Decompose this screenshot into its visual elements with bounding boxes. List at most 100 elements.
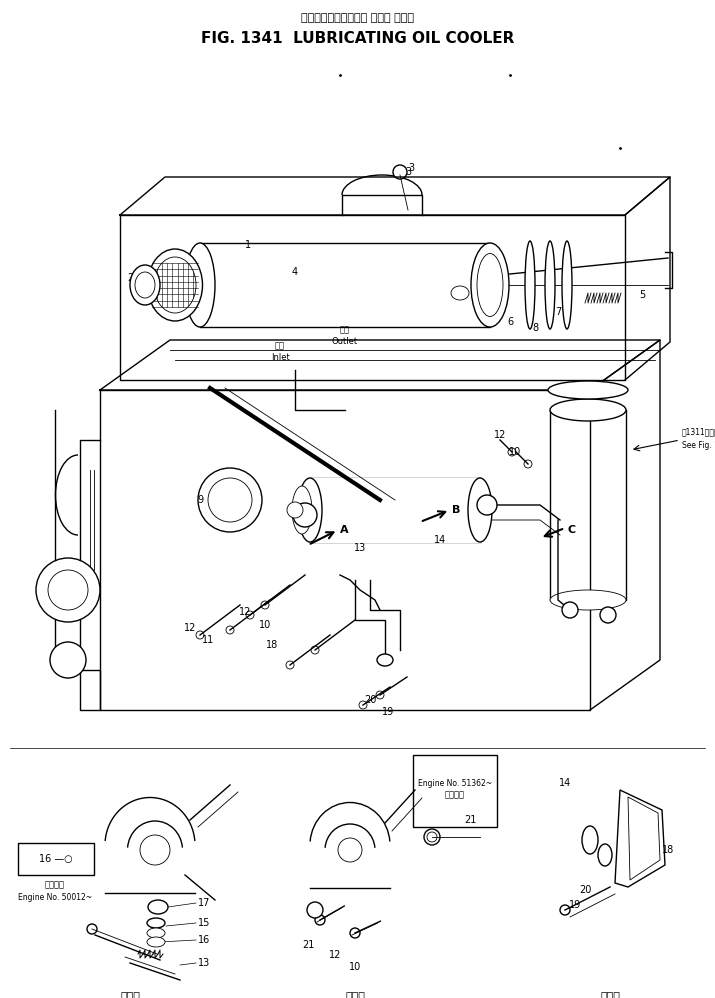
Bar — [310, 478, 480, 542]
Text: 12: 12 — [184, 623, 196, 633]
Circle shape — [48, 570, 88, 610]
Text: 第1311図参照: 第1311図参照 — [682, 427, 715, 436]
Text: 3: 3 — [405, 167, 411, 177]
Ellipse shape — [185, 243, 215, 327]
Circle shape — [560, 905, 570, 915]
Ellipse shape — [135, 272, 155, 298]
Ellipse shape — [468, 478, 492, 542]
Text: 19: 19 — [569, 900, 581, 910]
Ellipse shape — [298, 478, 322, 542]
Circle shape — [524, 460, 532, 468]
Text: 入口: 入口 — [275, 341, 285, 350]
Circle shape — [315, 915, 325, 925]
Text: 10: 10 — [349, 962, 361, 972]
Text: 4: 4 — [292, 267, 298, 277]
Circle shape — [307, 902, 323, 918]
Ellipse shape — [525, 241, 535, 329]
Ellipse shape — [550, 399, 626, 421]
Circle shape — [246, 611, 254, 619]
Circle shape — [376, 691, 384, 699]
Ellipse shape — [471, 243, 509, 327]
Circle shape — [359, 701, 367, 709]
Polygon shape — [615, 790, 665, 887]
Text: 19: 19 — [382, 707, 394, 717]
Text: 13: 13 — [354, 543, 366, 553]
Circle shape — [36, 558, 100, 622]
Text: See Fig. 1311: See Fig. 1311 — [682, 440, 715, 449]
Circle shape — [208, 478, 252, 522]
Text: 適用番号: 適用番号 — [45, 880, 65, 889]
Text: 10: 10 — [509, 447, 521, 457]
Circle shape — [427, 832, 437, 842]
Text: 13: 13 — [198, 958, 210, 968]
Ellipse shape — [154, 257, 196, 313]
Text: 20: 20 — [364, 695, 376, 705]
Text: 21: 21 — [302, 940, 314, 950]
Text: 2: 2 — [127, 273, 133, 283]
Text: 7: 7 — [555, 307, 561, 317]
Text: 12: 12 — [239, 607, 251, 617]
Text: 4: 4 — [182, 253, 188, 263]
Text: 15: 15 — [198, 918, 210, 928]
Circle shape — [393, 165, 407, 179]
Circle shape — [311, 646, 319, 654]
Text: 10: 10 — [259, 620, 271, 630]
Text: 12: 12 — [494, 430, 506, 440]
Ellipse shape — [550, 590, 626, 610]
FancyBboxPatch shape — [18, 843, 94, 875]
Ellipse shape — [130, 265, 160, 305]
Circle shape — [226, 626, 234, 634]
Ellipse shape — [545, 241, 555, 329]
Text: 21: 21 — [464, 815, 476, 825]
Circle shape — [562, 602, 578, 618]
Circle shape — [477, 495, 497, 515]
Ellipse shape — [598, 844, 612, 866]
Text: 16: 16 — [198, 935, 210, 945]
Ellipse shape — [148, 900, 168, 914]
Text: Engine No. 50012~: Engine No. 50012~ — [18, 892, 92, 901]
Circle shape — [600, 607, 616, 623]
Ellipse shape — [147, 937, 165, 947]
Text: 出口: 出口 — [340, 325, 350, 334]
Text: 詳　細: 詳 細 — [345, 992, 365, 998]
Circle shape — [50, 642, 86, 678]
Text: 17: 17 — [198, 898, 210, 908]
Text: 11: 11 — [202, 635, 214, 645]
Text: A: A — [340, 525, 349, 535]
Text: 12: 12 — [329, 950, 341, 960]
Ellipse shape — [562, 241, 572, 329]
Text: Inlet: Inlet — [270, 353, 290, 362]
Text: 6: 6 — [507, 317, 513, 327]
Ellipse shape — [147, 928, 165, 938]
Circle shape — [293, 503, 317, 527]
Text: 詳　細: 詳 細 — [600, 992, 620, 998]
Ellipse shape — [292, 486, 312, 534]
Text: Outlet: Outlet — [332, 337, 358, 346]
Text: 詳　細: 詳 細 — [120, 992, 140, 998]
Circle shape — [87, 924, 97, 934]
Polygon shape — [628, 797, 660, 880]
Ellipse shape — [582, 826, 598, 854]
Circle shape — [287, 502, 303, 518]
Text: 1: 1 — [245, 240, 251, 250]
Circle shape — [196, 631, 204, 639]
Text: B: B — [452, 505, 460, 515]
Text: 5: 5 — [639, 290, 645, 300]
Ellipse shape — [377, 654, 393, 666]
Circle shape — [338, 838, 362, 862]
Ellipse shape — [548, 381, 628, 399]
Text: 適用番号: 適用番号 — [445, 790, 465, 799]
Text: 3: 3 — [408, 163, 414, 173]
Ellipse shape — [147, 249, 202, 321]
Circle shape — [508, 448, 516, 456]
Text: 14: 14 — [559, 778, 571, 788]
Text: FIG. 1341  LUBRICATING OIL COOLER: FIG. 1341 LUBRICATING OIL COOLER — [201, 31, 514, 46]
Circle shape — [261, 601, 269, 609]
Circle shape — [286, 661, 294, 669]
Text: 18: 18 — [662, 845, 674, 855]
Circle shape — [350, 928, 360, 938]
Text: 16 —○: 16 —○ — [39, 854, 73, 864]
Ellipse shape — [451, 286, 469, 300]
Text: ルーブリケーティング オイル クーラ: ルーブリケーティング オイル クーラ — [301, 13, 414, 23]
Circle shape — [198, 468, 262, 532]
